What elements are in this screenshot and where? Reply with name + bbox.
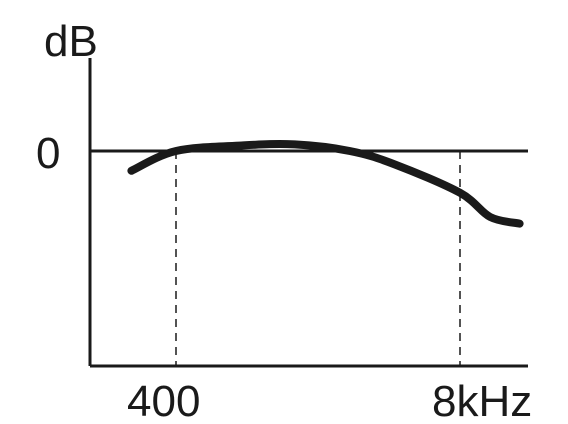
x-tick-label-8khz: 8kHz bbox=[432, 377, 532, 424]
y-tick-label-zero: 0 bbox=[36, 129, 60, 178]
y-axis-label: dB bbox=[44, 17, 98, 66]
response-curve bbox=[127, 140, 524, 228]
x-tick-label-400: 400 bbox=[127, 377, 200, 424]
